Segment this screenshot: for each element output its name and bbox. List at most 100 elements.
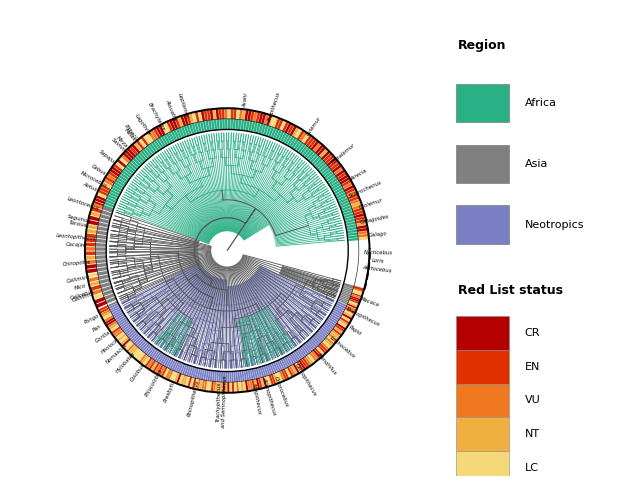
Wedge shape <box>141 355 148 365</box>
Wedge shape <box>106 319 116 326</box>
Bar <box>456 350 509 384</box>
Wedge shape <box>280 132 287 143</box>
Wedge shape <box>97 189 108 196</box>
Wedge shape <box>239 381 241 392</box>
Wedge shape <box>143 148 151 158</box>
Wedge shape <box>271 128 276 138</box>
Text: Galago: Galago <box>368 231 387 238</box>
Wedge shape <box>340 317 350 324</box>
Wedge shape <box>330 180 340 187</box>
Wedge shape <box>120 337 129 345</box>
Wedge shape <box>145 345 154 355</box>
Wedge shape <box>230 108 234 119</box>
Wedge shape <box>108 323 118 330</box>
Wedge shape <box>297 361 304 371</box>
Wedge shape <box>347 232 358 236</box>
Wedge shape <box>85 247 95 250</box>
Wedge shape <box>335 305 345 311</box>
Wedge shape <box>330 162 340 170</box>
Wedge shape <box>344 218 355 223</box>
Wedge shape <box>310 337 319 346</box>
Wedge shape <box>99 187 109 194</box>
Wedge shape <box>322 168 332 177</box>
Wedge shape <box>115 314 125 321</box>
Wedge shape <box>132 334 141 343</box>
Wedge shape <box>145 358 152 368</box>
Wedge shape <box>92 202 103 209</box>
Wedge shape <box>125 342 134 351</box>
Wedge shape <box>208 120 212 131</box>
Wedge shape <box>327 335 336 344</box>
Wedge shape <box>148 360 156 370</box>
Wedge shape <box>124 325 133 333</box>
Wedge shape <box>201 380 205 391</box>
Wedge shape <box>248 121 253 132</box>
Wedge shape <box>333 306 344 313</box>
Wedge shape <box>331 330 340 338</box>
Wedge shape <box>343 213 354 218</box>
Wedge shape <box>172 118 178 129</box>
Wedge shape <box>216 382 218 392</box>
Wedge shape <box>244 109 248 120</box>
Wedge shape <box>268 364 273 375</box>
Wedge shape <box>257 367 262 378</box>
Wedge shape <box>94 297 105 304</box>
Wedge shape <box>323 324 332 332</box>
Wedge shape <box>158 354 165 364</box>
Wedge shape <box>189 124 195 135</box>
Text: Gorilla: Gorilla <box>95 330 112 344</box>
Text: Macaca: Macaca <box>359 297 380 308</box>
Wedge shape <box>115 179 125 187</box>
Wedge shape <box>126 328 136 337</box>
Wedge shape <box>340 294 350 299</box>
Wedge shape <box>162 356 169 366</box>
Wedge shape <box>269 375 274 386</box>
Wedge shape <box>99 278 110 284</box>
Wedge shape <box>258 378 262 389</box>
Wedge shape <box>91 207 102 213</box>
Wedge shape <box>304 135 312 145</box>
Wedge shape <box>99 307 109 314</box>
Wedge shape <box>353 289 363 294</box>
Wedge shape <box>183 376 188 386</box>
Wedge shape <box>342 286 353 291</box>
Text: Leontocebus: Leontocebus <box>67 196 100 211</box>
Wedge shape <box>319 328 328 337</box>
Wedge shape <box>212 109 216 120</box>
Wedge shape <box>271 374 276 385</box>
Wedge shape <box>95 252 106 255</box>
Wedge shape <box>216 109 219 119</box>
Wedge shape <box>325 173 335 181</box>
Wedge shape <box>328 160 339 168</box>
Wedge shape <box>90 285 101 291</box>
Wedge shape <box>205 370 209 381</box>
Wedge shape <box>316 331 325 340</box>
Wedge shape <box>196 379 201 390</box>
Wedge shape <box>117 317 127 324</box>
Wedge shape <box>101 286 113 292</box>
Text: NT: NT <box>525 429 540 439</box>
Wedge shape <box>211 381 214 392</box>
Wedge shape <box>338 298 348 303</box>
Wedge shape <box>192 112 197 123</box>
Wedge shape <box>223 371 225 382</box>
Text: Avahi: Avahi <box>243 93 249 108</box>
Wedge shape <box>317 345 326 354</box>
Text: Callimico: Callimico <box>67 275 91 284</box>
Wedge shape <box>241 370 244 381</box>
Wedge shape <box>358 234 369 237</box>
Wedge shape <box>131 159 140 168</box>
Wedge shape <box>352 204 363 210</box>
Wedge shape <box>125 150 134 159</box>
Wedge shape <box>222 119 225 130</box>
Wedge shape <box>233 119 236 130</box>
Wedge shape <box>166 121 173 132</box>
Wedge shape <box>114 330 124 338</box>
Wedge shape <box>294 350 302 360</box>
Wedge shape <box>342 313 353 320</box>
Wedge shape <box>321 151 330 160</box>
Wedge shape <box>86 224 98 230</box>
Wedge shape <box>204 380 207 391</box>
Wedge shape <box>193 367 197 378</box>
Wedge shape <box>201 110 205 121</box>
